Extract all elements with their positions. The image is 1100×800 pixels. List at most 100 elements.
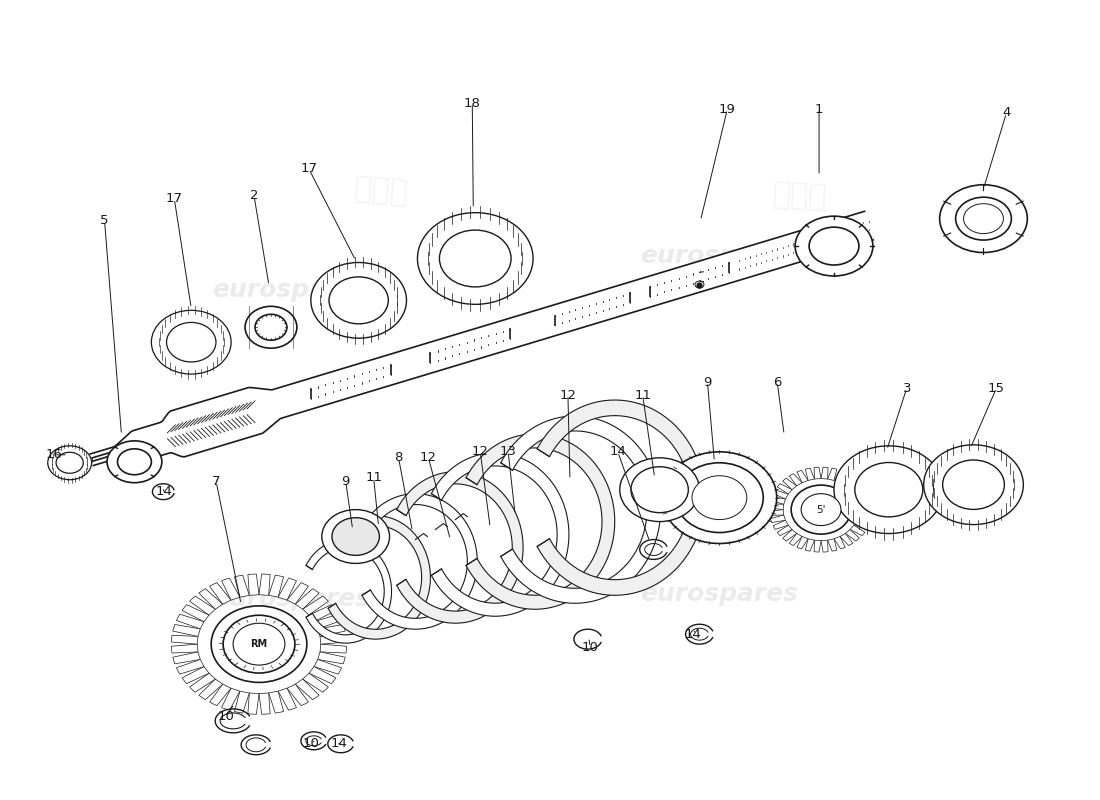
Polygon shape (840, 474, 852, 486)
Polygon shape (172, 644, 198, 653)
Polygon shape (306, 539, 392, 643)
Ellipse shape (418, 213, 534, 304)
Ellipse shape (211, 606, 307, 682)
Polygon shape (248, 574, 258, 595)
Ellipse shape (47, 446, 91, 480)
Text: eurospares: eurospares (212, 587, 370, 611)
Polygon shape (320, 635, 346, 644)
Text: 6: 6 (773, 375, 781, 389)
Polygon shape (318, 625, 345, 637)
Ellipse shape (834, 446, 944, 534)
Polygon shape (258, 693, 271, 714)
Polygon shape (778, 484, 792, 494)
Polygon shape (199, 679, 222, 700)
Ellipse shape (943, 460, 1004, 510)
Polygon shape (773, 520, 789, 530)
Text: 5: 5 (100, 214, 109, 227)
Polygon shape (278, 578, 297, 600)
Polygon shape (309, 666, 336, 684)
Polygon shape (234, 575, 250, 597)
Polygon shape (328, 516, 430, 639)
Polygon shape (834, 470, 845, 482)
Polygon shape (857, 515, 871, 522)
Text: 5': 5' (816, 505, 826, 514)
Text: 16: 16 (45, 448, 63, 462)
Text: 13: 13 (499, 446, 517, 458)
Ellipse shape (924, 445, 1023, 525)
Polygon shape (210, 684, 231, 706)
Ellipse shape (56, 452, 84, 474)
Text: 17: 17 (166, 192, 183, 206)
Polygon shape (821, 540, 828, 552)
Polygon shape (854, 520, 869, 530)
Text: 10: 10 (302, 738, 319, 750)
Polygon shape (850, 484, 865, 494)
Polygon shape (821, 467, 828, 479)
Ellipse shape (107, 441, 162, 482)
Text: 14: 14 (330, 738, 348, 750)
Polygon shape (295, 589, 319, 609)
Polygon shape (827, 468, 837, 481)
Ellipse shape (964, 204, 1003, 234)
Polygon shape (846, 478, 859, 490)
Polygon shape (210, 582, 231, 604)
Ellipse shape (152, 310, 231, 374)
Ellipse shape (939, 185, 1027, 253)
Polygon shape (183, 605, 209, 622)
Text: RM: RM (251, 639, 267, 649)
Text: eurospares: eurospares (640, 243, 799, 267)
Ellipse shape (631, 466, 689, 513)
Polygon shape (315, 614, 342, 629)
Polygon shape (199, 589, 222, 609)
Text: eurospares: eurospares (212, 278, 370, 302)
Polygon shape (90, 211, 873, 466)
Polygon shape (221, 578, 240, 600)
Text: 12: 12 (472, 446, 488, 458)
Polygon shape (315, 659, 342, 674)
Polygon shape (466, 434, 615, 610)
Text: 3: 3 (902, 382, 911, 394)
Text: 17: 17 (300, 162, 317, 175)
Polygon shape (769, 510, 784, 515)
Text: 8: 8 (394, 451, 403, 464)
Polygon shape (827, 538, 837, 551)
Polygon shape (172, 635, 198, 644)
Text: 1: 1 (815, 102, 823, 115)
Ellipse shape (619, 458, 700, 522)
Polygon shape (268, 575, 284, 597)
Ellipse shape (118, 449, 152, 474)
Polygon shape (278, 688, 297, 710)
Ellipse shape (801, 494, 842, 526)
Polygon shape (173, 652, 200, 664)
Ellipse shape (692, 476, 747, 519)
Polygon shape (320, 644, 346, 653)
Polygon shape (287, 582, 308, 604)
Polygon shape (189, 596, 216, 615)
Polygon shape (814, 540, 821, 552)
Polygon shape (295, 679, 319, 700)
Polygon shape (309, 605, 336, 622)
Polygon shape (189, 674, 216, 692)
Polygon shape (770, 497, 785, 504)
Polygon shape (769, 504, 784, 510)
Text: eurospares: eurospares (640, 582, 799, 606)
Polygon shape (783, 530, 796, 541)
Text: 18: 18 (464, 97, 481, 110)
Ellipse shape (834, 446, 944, 534)
Text: 4: 4 (1002, 106, 1011, 119)
Ellipse shape (166, 322, 216, 362)
Ellipse shape (662, 452, 777, 543)
Polygon shape (176, 659, 204, 674)
Ellipse shape (418, 213, 534, 304)
Ellipse shape (47, 446, 91, 480)
Text: 12: 12 (420, 451, 437, 464)
Text: ⌒⌒⌒: ⌒⌒⌒ (771, 180, 827, 212)
Ellipse shape (255, 314, 287, 340)
Ellipse shape (675, 462, 763, 533)
Ellipse shape (795, 216, 873, 276)
Ellipse shape (311, 262, 407, 338)
Polygon shape (302, 674, 329, 692)
Polygon shape (176, 614, 204, 629)
Ellipse shape (152, 310, 231, 374)
Ellipse shape (223, 615, 295, 673)
